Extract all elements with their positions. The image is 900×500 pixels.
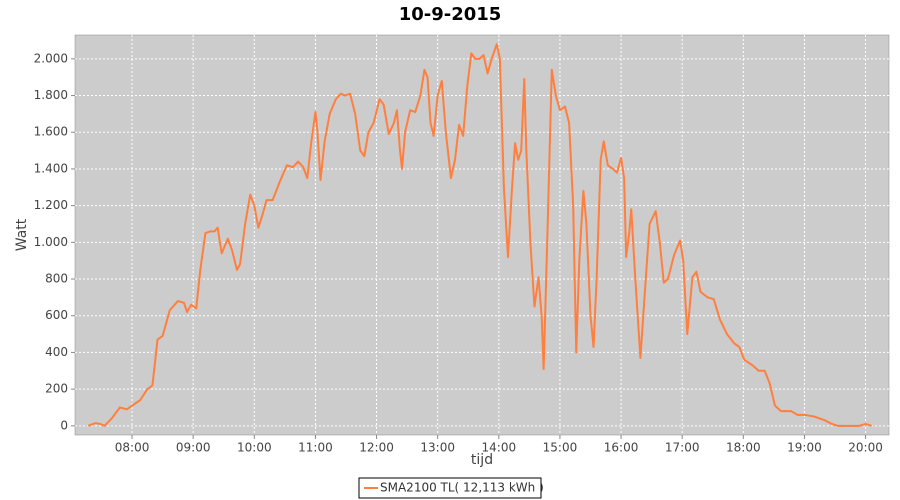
- x-tick-label: 09:00: [176, 441, 211, 455]
- y-tick-label: 1.800: [34, 88, 68, 102]
- y-tick-label: 1.000: [34, 235, 68, 249]
- x-tick-label: 13:00: [420, 441, 455, 455]
- x-axis-label: tijd: [471, 452, 493, 468]
- x-tick-label: 15:00: [543, 441, 578, 455]
- x-tick-label: 14:00: [482, 441, 517, 455]
- y-axis-label: Watt: [14, 218, 30, 251]
- y-tick-label: 1.600: [34, 125, 68, 139]
- legend-label: SMA2100 TL( 12,113 kWh ): [380, 481, 544, 495]
- y-tick-label: 200: [45, 382, 68, 396]
- y-tick-label: 400: [45, 345, 68, 359]
- x-tick-label: 18:00: [726, 441, 761, 455]
- data-line: [87, 43, 872, 427]
- y-tick-label: 1.400: [34, 161, 68, 175]
- y-tick-label: 600: [45, 308, 68, 322]
- legend-box: [358, 477, 542, 499]
- y-tick-label: 0: [60, 418, 68, 432]
- x-tick-label: 10:00: [237, 441, 272, 455]
- chart-title: 10-9-2015: [399, 4, 502, 25]
- x-tick-label: 12:00: [359, 441, 394, 455]
- x-tick-label: 08:00: [115, 441, 150, 455]
- x-tick-label: 19:00: [787, 441, 822, 455]
- x-tick-label: 20:00: [848, 441, 883, 455]
- x-tick-label: 16:00: [604, 441, 639, 455]
- y-tick-label: 2.000: [34, 51, 68, 65]
- y-tick-label: 1.200: [34, 198, 68, 212]
- y-tick-label: 800: [45, 272, 68, 286]
- x-tick-label: 11:00: [298, 441, 333, 455]
- plot-area: [74, 34, 890, 436]
- x-tick-label: 17:00: [665, 441, 700, 455]
